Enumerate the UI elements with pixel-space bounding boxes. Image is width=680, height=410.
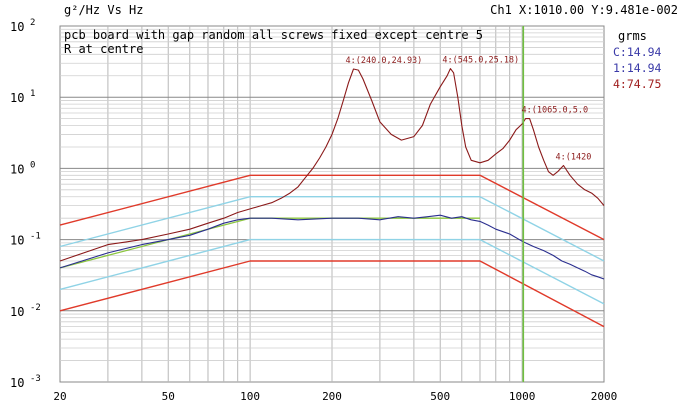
y-tick-base: 10: [10, 91, 24, 105]
annotation-line-2: R at centre: [64, 42, 143, 56]
y-tick-exponent: -1: [30, 232, 41, 242]
peak-label: 4:(1065.0,5.0: [522, 106, 589, 116]
peak-label: 4:(1420: [556, 152, 592, 162]
legend-item: C:14.94: [613, 45, 662, 59]
y-tick-exponent: -3: [30, 374, 41, 384]
data-lines: [59, 68, 605, 280]
peak-label: 4:(240.0,24.93): [346, 56, 423, 66]
x-axis-ticks: 20 50 100 200 500 1000 2000: [53, 390, 617, 403]
y-tick-base: 10: [10, 376, 24, 390]
y-tick-exponent: 0: [30, 160, 35, 170]
y-axis-ticks: 10 2 10 1 10 0 10 -1 10 -2 10 -3: [10, 18, 41, 390]
limit-lines: [59, 174, 605, 328]
peak-label: 4:(545.0,25.18): [442, 56, 519, 66]
x-tick-label: 200: [322, 390, 342, 403]
x-tick-label: 2000: [591, 390, 618, 403]
series-alarm_low-line: [59, 238, 605, 305]
y-tick-exponent: 1: [30, 89, 35, 99]
y-tick-exponent: -2: [30, 303, 41, 313]
legend-item: 4:74.75: [613, 77, 661, 91]
chart-title: g²/Hz Vs Hz: [64, 3, 143, 17]
y-tick-base: 10: [10, 305, 24, 319]
x-tick-label: 50: [162, 390, 175, 403]
x-tick-label: 1000: [509, 390, 536, 403]
annotation-line-1: pcb board with gap random all screws fix…: [64, 28, 483, 42]
y-tick-base: 10: [10, 20, 24, 34]
series-response-line: [59, 68, 605, 262]
x-tick-label: 500: [430, 390, 450, 403]
peak-labels: 4:(240.0,24.93) 4:(545.0,25.18) 4:(1065.0,…: [346, 56, 592, 163]
legend: C:14.94 1:14.94 4:74.75: [613, 45, 662, 91]
legend-item: 1:14.94: [613, 61, 662, 75]
legend-header: grms: [618, 29, 647, 43]
y-tick-base: 10: [10, 162, 24, 176]
series-abort_high-line: [59, 174, 605, 241]
y-tick-base: 10: [10, 234, 24, 248]
series-alarm_high-line: [59, 195, 605, 262]
y-tick-exponent: 2: [30, 18, 35, 28]
series-abort_low-line: [59, 260, 605, 328]
cursor-readout: Ch1 X:1010.00 Y:9.481e-002: [490, 3, 678, 17]
series-control-line: [59, 214, 605, 280]
x-tick-label: 100: [240, 390, 260, 403]
x-tick-label: 20: [53, 390, 66, 403]
